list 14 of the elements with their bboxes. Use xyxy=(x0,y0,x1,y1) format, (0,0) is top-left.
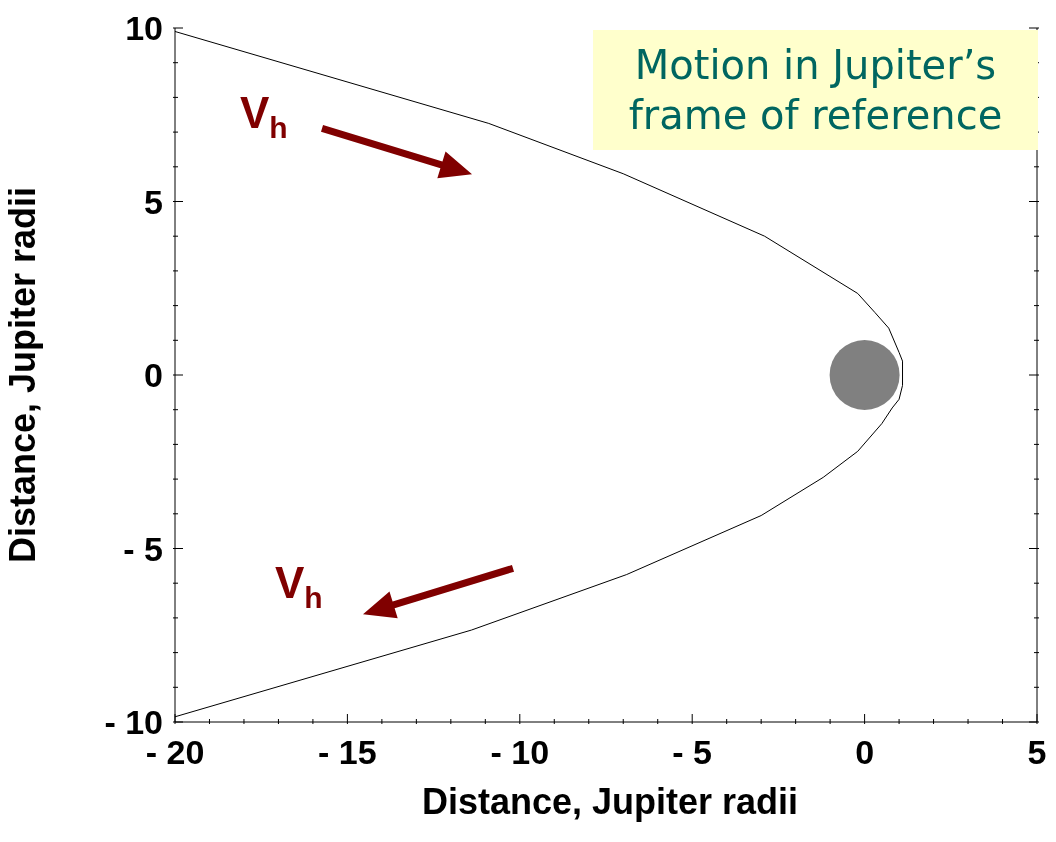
y-axis-title: Distance, Jupiter radii xyxy=(1,186,43,564)
x-tick-label: 0 xyxy=(855,733,875,771)
x-tick-label: 5 xyxy=(1027,733,1047,771)
y-tick-label: - 5 xyxy=(123,529,163,568)
x-axis-title: Distance, Jupiter radii xyxy=(421,781,799,822)
y-tick-label: 10 xyxy=(125,9,163,47)
annotation: V$_{h}$ xyxy=(275,558,323,615)
y-tick-label: 5 xyxy=(144,182,163,221)
x-tick-label: - 5 xyxy=(672,733,713,771)
annotation: V$_{h}$ xyxy=(240,88,288,145)
x-tick-label: - 15 xyxy=(318,733,377,771)
x-tick-label: - 10 xyxy=(490,733,550,771)
y-tick-label: 0 xyxy=(144,356,163,394)
annotation: Motion in Jupiter’s frame of reference xyxy=(593,30,1038,150)
